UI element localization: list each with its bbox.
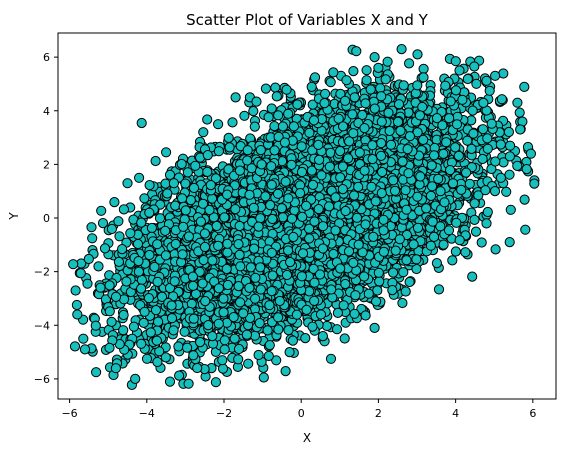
- scatter-point: [249, 121, 260, 132]
- scatter-point: [82, 278, 93, 289]
- scatter-point: [109, 197, 120, 208]
- scatter-point: [118, 309, 129, 321]
- scatter-point: [412, 49, 423, 60]
- scatter-point: [504, 169, 515, 180]
- scatter-point: [93, 261, 104, 272]
- scatter-point: [78, 333, 89, 344]
- scatter-point: [280, 366, 291, 377]
- points-layer: [68, 44, 540, 390]
- scatter-point: [404, 58, 415, 69]
- chart-title: Scatter Plot of Variables X and Y: [186, 11, 429, 29]
- scatter-point: [152, 356, 163, 368]
- scatter-point: [519, 81, 530, 93]
- scatter-point: [300, 333, 311, 344]
- scatter-point: [325, 353, 337, 364]
- scatter-point: [97, 218, 109, 229]
- scatter-point: [476, 237, 487, 248]
- scatter-point: [382, 56, 393, 67]
- scatter-point: [173, 341, 184, 352]
- scatter-point: [460, 247, 471, 258]
- scatter-point: [86, 222, 97, 233]
- scatter-point: [174, 370, 185, 381]
- scatter-point: [361, 65, 372, 76]
- scatter-point: [450, 56, 461, 67]
- scatter-point: [69, 341, 81, 352]
- scatter-point: [213, 119, 224, 130]
- scatter-point: [501, 186, 512, 197]
- scatter-point: [258, 372, 269, 383]
- scatter-point: [87, 233, 98, 244]
- scatter-point: [71, 299, 83, 311]
- scatter-point: [339, 333, 350, 344]
- scatter-point: [150, 155, 161, 167]
- scatter-point: [160, 178, 171, 189]
- scatter-point: [239, 110, 250, 121]
- scatter-point: [328, 67, 339, 78]
- scatter-point: [144, 180, 155, 191]
- scatter-point: [198, 127, 209, 138]
